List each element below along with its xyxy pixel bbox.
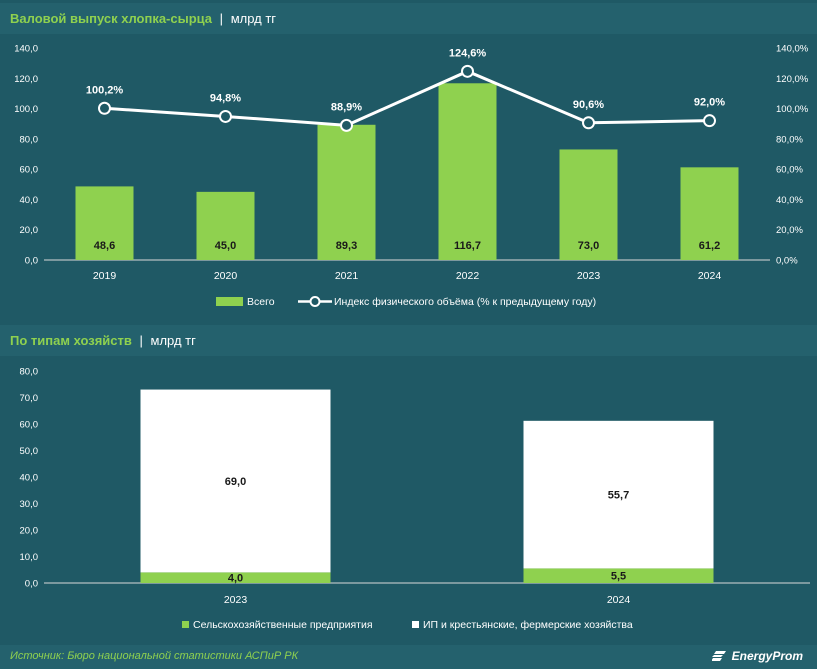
- footer: Источник: Бюро национальной статистики А…: [0, 645, 817, 669]
- y-axis-tick-label: 20,0: [20, 225, 39, 236]
- y2-axis-tick-label: 100,0%: [776, 104, 809, 115]
- y-axis-tick-label: 120,0: [14, 74, 38, 85]
- x-axis-tick-label: 2019: [93, 270, 117, 282]
- legend-swatch-total: [216, 297, 243, 306]
- x-axis-tick-label: 2024: [607, 594, 631, 606]
- y2-axis-tick-label: 140,0%: [776, 44, 809, 55]
- chart1-unit: млрд тг: [230, 11, 277, 26]
- chart2-title-separator: |: [139, 333, 143, 348]
- y-axis-tick-label: 40,0: [20, 195, 39, 206]
- bar-total: [438, 83, 497, 260]
- bar-farms: [523, 420, 714, 569]
- y-axis-tick-label: 100,0: [14, 104, 38, 115]
- index-point: [461, 64, 474, 78]
- x-axis-tick-label: 2023: [224, 594, 248, 606]
- y-axis-tick-label: 0,0: [25, 256, 38, 267]
- y-axis-tick-label: 60,0: [20, 165, 39, 176]
- index-value-label: 124,6%: [449, 47, 487, 59]
- chart2-title: По типам хозяйств: [10, 333, 132, 348]
- y2-axis-tick-label: 120,0%: [776, 74, 809, 85]
- legend-swatch-index-marker: [309, 296, 321, 307]
- legend-label-total: Всего: [247, 296, 275, 308]
- energyprom-logo-icon: [712, 650, 727, 661]
- bar-farms: [140, 389, 331, 573]
- bar-total: [75, 186, 134, 260]
- bar-total: [680, 167, 739, 260]
- chart2-unit: млрд тг: [150, 333, 196, 348]
- index-value-label: 94,8%: [210, 92, 241, 104]
- index-point: [582, 116, 595, 130]
- y-axis-tick-label: 10,0: [20, 552, 39, 563]
- bar-value-label: 116,7: [454, 240, 481, 252]
- legend-label-agri-enterprises: Сельскохозяйственные предприятия: [193, 619, 373, 631]
- index-point: [98, 101, 111, 115]
- bar-agri-enterprises-value-label: 5,5: [611, 571, 626, 583]
- bar-value-label: 48,6: [94, 240, 115, 252]
- legend-label-index: Индекс физического объёма (% к предыдуще…: [334, 296, 596, 308]
- bar-value-label: 73,0: [578, 240, 599, 252]
- legend-swatch-agri-enterprises: [182, 621, 189, 628]
- y-axis-tick-label: 140,0: [14, 44, 38, 55]
- bar-value-label: 45,0: [215, 240, 236, 252]
- bar-agri-enterprises-value-label: 4,0: [228, 573, 243, 585]
- y-axis-tick-label: 0,0: [25, 579, 38, 590]
- chart1-title-row: Валовой выпуск хлопка-сырца | млрд тг: [10, 11, 276, 26]
- bar-agri-enterprises: [140, 572, 331, 583]
- y2-axis-tick-label: 0,0%: [776, 256, 798, 267]
- energyprom-logo: EnergyProm: [712, 649, 803, 663]
- index-point: [219, 109, 232, 123]
- energyprom-logo-text: EnergyProm: [731, 649, 803, 663]
- bar-farms-value-label: 55,7: [608, 490, 629, 502]
- y2-axis-tick-label: 60,0%: [776, 165, 803, 176]
- chart1-header: Валовой выпуск хлопка-сырца | млрд тг: [0, 3, 817, 34]
- x-axis-tick-label: 2022: [456, 270, 480, 282]
- index-line: [104, 69, 710, 127]
- y-axis-tick-label: 80,0: [20, 134, 39, 145]
- index-point: [703, 114, 716, 128]
- x-axis-tick-label: 2020: [214, 270, 238, 282]
- chart2-header: По типам хозяйств | млрд тг: [0, 325, 817, 356]
- y-axis-tick-label: 50,0: [20, 446, 39, 457]
- index-value-label: 100,2%: [86, 84, 124, 96]
- bar-farms-value-label: 69,0: [225, 476, 246, 488]
- y2-axis-tick-label: 80,0%: [776, 134, 803, 145]
- y-axis-tick-label: 30,0: [20, 499, 39, 510]
- y-axis-tick-label: 60,0: [20, 420, 39, 431]
- chart1-title: Валовой выпуск хлопка-сырца: [10, 11, 213, 26]
- bar-agri-enterprises: [523, 568, 714, 583]
- source-note: Источник: Бюро национальной статистики А…: [10, 650, 299, 662]
- bar-total: [317, 124, 376, 260]
- index-value-label: 90,6%: [573, 99, 604, 111]
- legend-swatch-farms: [412, 621, 419, 628]
- chart2-title-row: По типам хозяйств | млрд тг: [10, 333, 196, 348]
- y-axis-tick-label: 40,0: [20, 473, 39, 484]
- bar-value-label: 61,2: [699, 240, 720, 252]
- index-value-label: 88,9%: [331, 101, 362, 113]
- x-axis-tick-label: 2024: [698, 270, 722, 282]
- bar-total: [559, 149, 618, 260]
- x-axis-tick-label: 2023: [577, 270, 601, 282]
- index-point: [340, 118, 353, 132]
- index-value-label: 92,0%: [694, 97, 725, 109]
- legend-label-farms: ИП и крестьянские, фермерские хозяйства: [423, 619, 633, 631]
- bar-total: [196, 191, 255, 260]
- y-axis-tick-label: 20,0: [20, 526, 39, 537]
- y-axis-tick-label: 80,0: [20, 367, 39, 378]
- chart1-title-separator: |: [219, 11, 224, 26]
- y2-axis-tick-label: 40,0%: [776, 195, 803, 206]
- x-axis-tick-label: 2021: [335, 270, 359, 282]
- y2-axis-tick-label: 20,0%: [776, 225, 803, 236]
- y-axis-tick-label: 70,0: [20, 393, 39, 404]
- bar-value-label: 89,3: [336, 240, 357, 252]
